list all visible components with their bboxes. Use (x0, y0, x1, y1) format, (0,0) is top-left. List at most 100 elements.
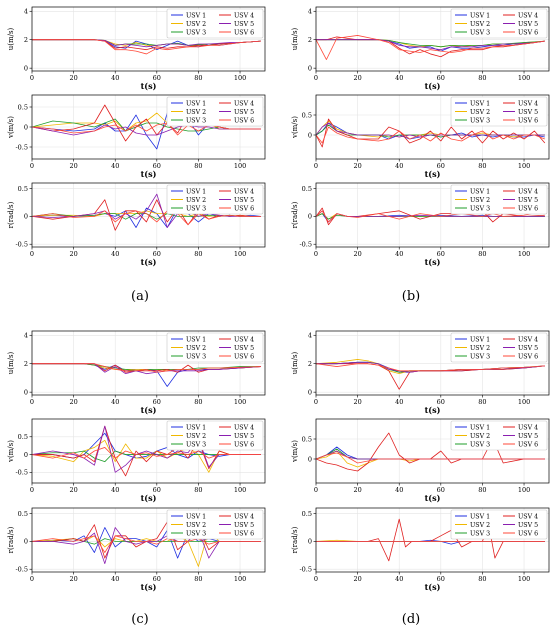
legend-label: USV 5 (234, 522, 254, 529)
legend-label: USV 6 (234, 205, 254, 212)
legend-label: USV 1 (470, 424, 490, 431)
y-tick-label: 0 (308, 131, 312, 139)
x-tick-label: 100 (234, 575, 246, 583)
y-axis-label: r(rad/s) (291, 201, 299, 228)
x-tick-label: 40 (111, 250, 119, 258)
x-tick-label: 80 (194, 575, 202, 583)
x-tick-label: 40 (395, 162, 403, 170)
y-tick-label: 0.5 (302, 435, 312, 443)
legend-label: USV 3 (186, 441, 206, 448)
x-tick-label: 100 (234, 398, 246, 406)
x-tick-label: 60 (437, 74, 445, 82)
legend-label: USV 4 (234, 513, 254, 520)
y-axis-label: u(m/s) (291, 27, 299, 50)
legend-label: USV 2 (470, 21, 490, 28)
x-tick-label: 20 (353, 486, 361, 494)
y-axis-label: v(m/s) (291, 116, 299, 139)
legend-label: USV 2 (186, 345, 206, 352)
y-tick-label: 4 (24, 8, 28, 16)
series-line-usv-6 (32, 447, 261, 459)
legend-label: USV 4 (234, 336, 254, 343)
plot-frame (315, 330, 550, 396)
x-tick-label: 60 (437, 575, 445, 583)
x-axis-label: t(s) (425, 81, 441, 91)
series-line-usv-6 (32, 122, 261, 136)
x-tick-label: 20 (69, 398, 77, 406)
series-lines (32, 363, 261, 387)
legend-label: USV 1 (186, 100, 206, 107)
legend-box (166, 509, 264, 540)
plot-frame (315, 182, 550, 248)
x-tick-label: 80 (478, 162, 486, 170)
x-tick-label: 20 (69, 162, 77, 170)
legend-box (166, 8, 264, 39)
x-tick-label: 40 (111, 398, 119, 406)
legend-label: USV 1 (470, 100, 490, 107)
x-tick-label: 40 (111, 74, 119, 82)
x-tick-label: 60 (437, 398, 445, 406)
x-tick-label: 20 (69, 250, 77, 258)
series-line-usv-6 (316, 126, 545, 144)
series-lines (316, 118, 546, 148)
series-lines (316, 207, 545, 226)
legend-label: USV 6 (518, 29, 538, 36)
legend-label: USV 6 (518, 205, 538, 212)
series-line-usv-4 (316, 207, 545, 226)
x-tick-label: 100 (518, 74, 530, 82)
x-tick-label: 100 (518, 486, 530, 494)
plot-frame (315, 6, 550, 72)
series-line-usv-5 (316, 122, 545, 138)
legend-label: USV 1 (186, 336, 206, 343)
legend-label: USV 6 (518, 530, 538, 537)
x-tick-label: 40 (395, 250, 403, 258)
y-axis-label: r(rad/s) (7, 526, 15, 553)
legend-label: USV 2 (186, 197, 206, 204)
x-tick-label: 80 (194, 74, 202, 82)
x-tick-label: 80 (478, 486, 486, 494)
legend-label: USV 3 (470, 530, 490, 537)
x-tick-label: 40 (111, 486, 119, 494)
x-tick-label: 100 (518, 398, 530, 406)
legend-label: USV 5 (518, 197, 538, 204)
x-tick-label: 0 (314, 74, 318, 82)
legend-box (450, 96, 548, 127)
legend-label: USV 3 (186, 205, 206, 212)
x-tick-label: 20 (353, 398, 361, 406)
x-tick-label: 20 (69, 486, 77, 494)
legend-label: USV 3 (470, 29, 490, 36)
x-axis-label: t(s) (425, 169, 441, 179)
y-axis-label: r(rad/s) (291, 526, 299, 553)
x-axis-label: t(s) (141, 257, 157, 267)
legend-label: USV 5 (518, 433, 538, 440)
y-tick-label: 0.5 (302, 185, 312, 193)
legend-label: USV 4 (518, 513, 538, 520)
series-line-usv-6 (32, 363, 261, 373)
legend-label: USV 3 (470, 353, 490, 360)
x-tick-label: 60 (153, 398, 161, 406)
series-lines (32, 104, 261, 150)
chart-a-3: 0 20 40 60 80 100-0.500.5t(s)r(rad/s)USV 1USV… (7, 182, 266, 267)
y-tick-label: 0 (308, 213, 312, 221)
legend-label: USV 4 (234, 424, 254, 431)
legend-box (450, 509, 548, 540)
x-tick-label: 0 (30, 250, 34, 258)
x-tick-label: 60 (437, 162, 445, 170)
series-line-usv-6 (32, 39, 261, 55)
y-tick-label: -0.5 (299, 241, 312, 249)
x-tick-label: 80 (478, 74, 486, 82)
x-tick-label: 100 (518, 575, 530, 583)
y-tick-label: -0.5 (299, 566, 312, 574)
legend-label: USV 3 (186, 29, 206, 36)
x-tick-label: 40 (395, 398, 403, 406)
